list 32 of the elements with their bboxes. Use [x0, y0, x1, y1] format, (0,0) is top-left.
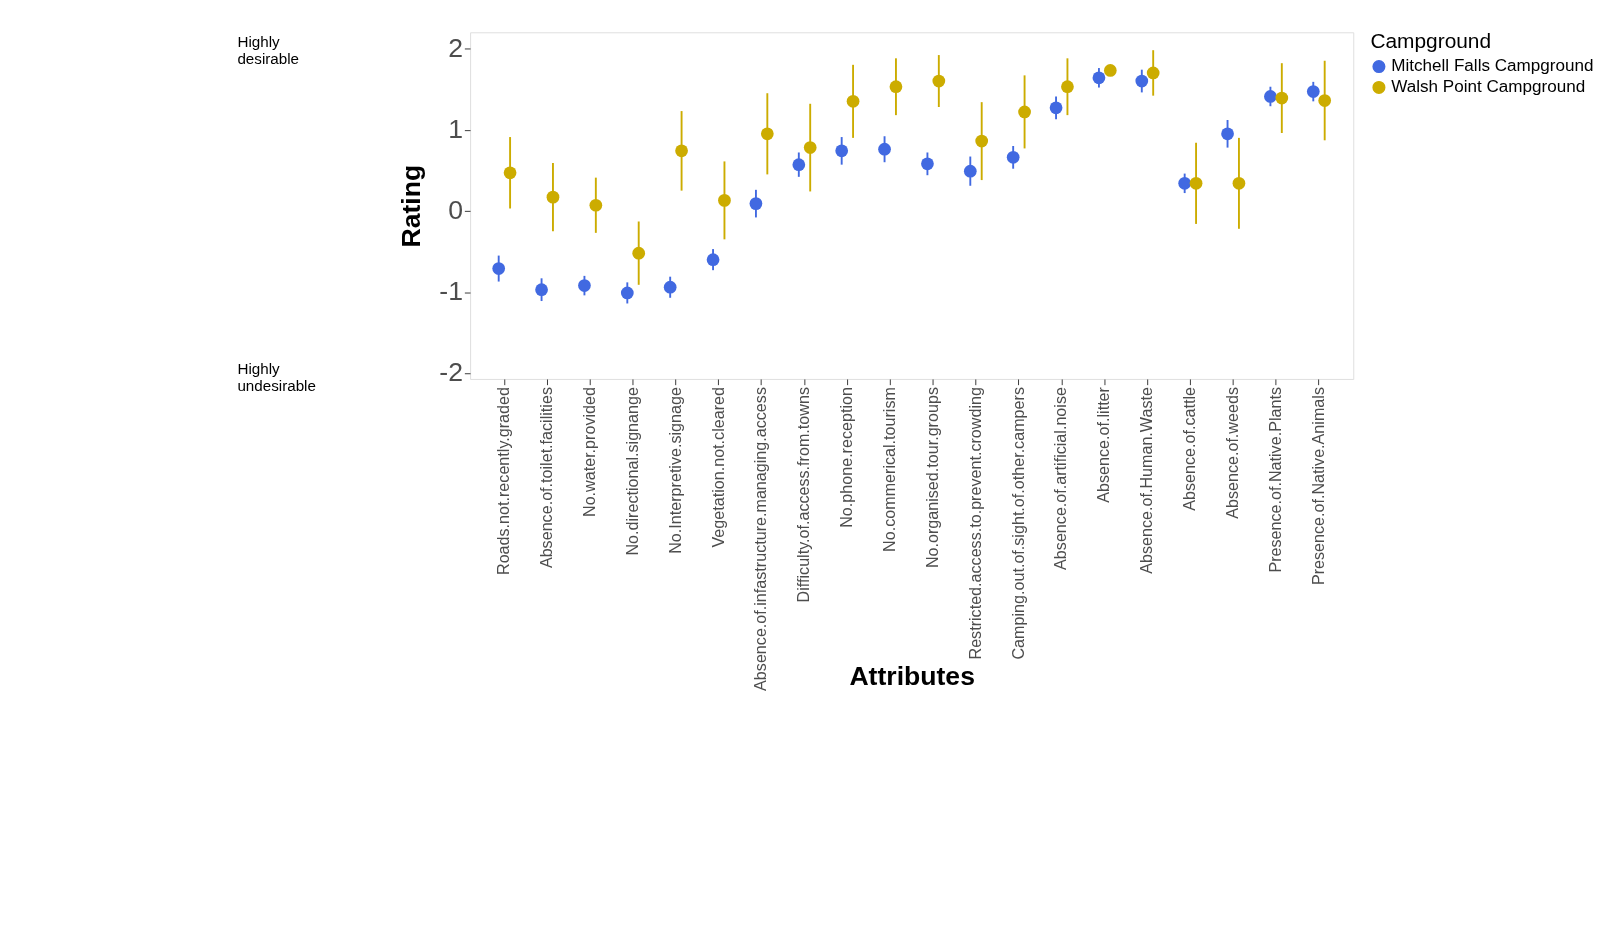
- legend-label: Mitchell Falls Campground: [1391, 56, 1594, 76]
- x-tick-label: Restricted.access.to.prevent.crowding: [965, 387, 984, 660]
- text: Highly desirable: [237, 32, 300, 67]
- x-tick-label: Absence.of.toilet.facilities: [537, 387, 556, 569]
- x-tick-label: No.water.provided: [579, 387, 598, 518]
- x-tick-label: Absence.of.artificial.noise: [1051, 387, 1070, 570]
- x-tick-label: No.directional.signange: [622, 387, 641, 556]
- x-tick-label: No.commerical.tourism: [880, 387, 898, 552]
- x-tick-label: Camping.out.of.sight.of.other.campers: [1008, 387, 1027, 660]
- y-axis-title: Rating: [396, 164, 427, 248]
- x-axis-title: Attributes: [849, 661, 975, 692]
- x-tick-label: Presence.of.Native.Plants: [1265, 387, 1284, 573]
- x-tick-label: No.organised.tour.groups: [922, 387, 941, 569]
- x-tick-label: Vegetation.not.cleared: [708, 387, 727, 548]
- x-tick-label: Absence.of.infastructure.managing.access: [751, 387, 770, 691]
- x-tick-label: Difficulty.of.access.from.towns: [794, 387, 813, 603]
- x-tick-label: Absence.of.weeds: [1222, 387, 1241, 519]
- text: Highly undesirable: [237, 360, 316, 395]
- y-tick-label: 1: [448, 113, 463, 144]
- y-tick-label: 0: [448, 195, 463, 225]
- y-tick-label: -1: [439, 276, 463, 307]
- x-tick-label: No.Interpretive.signage: [665, 387, 684, 554]
- x-tick-label: Roads.not.recently.graded: [494, 387, 513, 575]
- x-tick-label: Absence.of.litter: [1094, 386, 1113, 503]
- legend-title: Campground: [1370, 29, 1492, 53]
- legend-label: Walsh Point Campground: [1391, 77, 1586, 97]
- y-tick-label: -2: [439, 357, 463, 388]
- x-tick-label: No.phone.reception: [837, 387, 856, 528]
- x-tick-label: Absence.of.Human.Waste: [1137, 387, 1156, 574]
- x-tick-label: Absence.of.cattle: [1180, 387, 1199, 511]
- x-tick-label: Presence.of.Native.Animals: [1308, 387, 1327, 586]
- y-tick-label: 2: [448, 32, 463, 63]
